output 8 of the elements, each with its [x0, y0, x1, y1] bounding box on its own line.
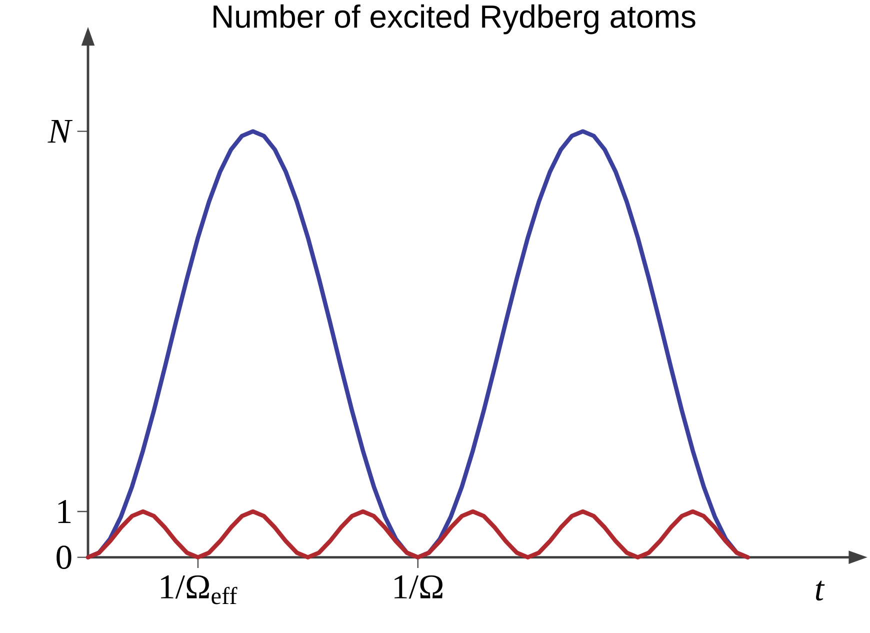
y-tick-label: 0 — [56, 545, 72, 569]
x-tick-label: 1/Ω$_{eff}$ — [161, 575, 238, 604]
line-series — [86, 509, 750, 560]
x-tick-label: 1/Ω — [394, 575, 442, 598]
y-tick-label: 1 — [58, 500, 71, 523]
y-tick-label: N — [48, 120, 73, 143]
chart-title: Number of excited Rydberg atoms — [214, 4, 696, 34]
x-axis-title: t — [816, 580, 825, 600]
